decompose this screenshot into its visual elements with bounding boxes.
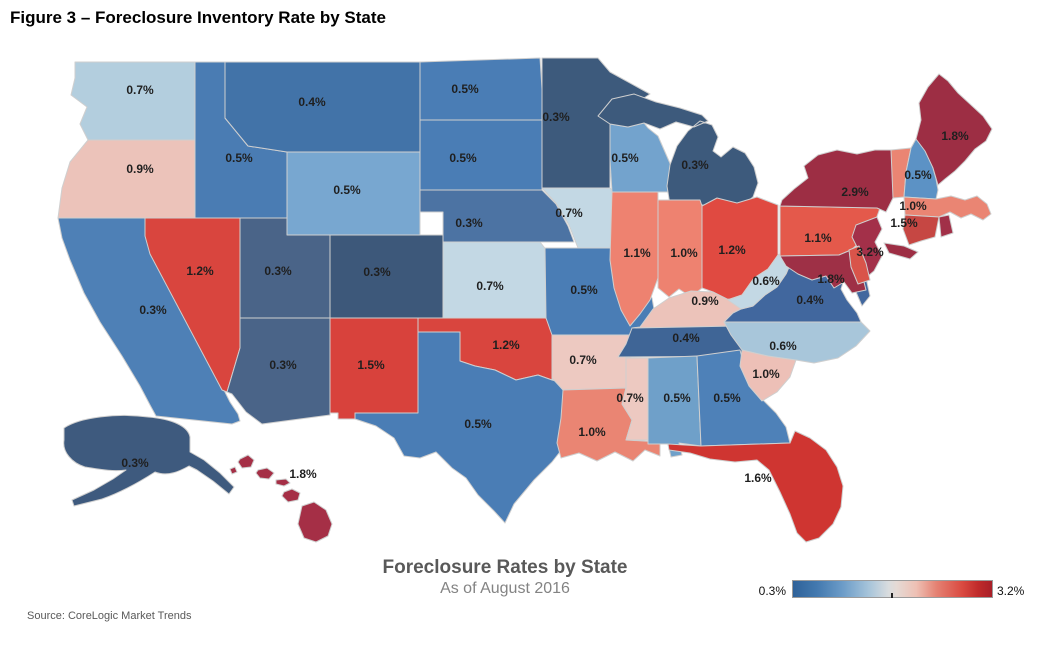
state-value-label-pa: 1.1% bbox=[804, 231, 832, 245]
state-me bbox=[915, 73, 993, 186]
state-value-label-wy: 0.5% bbox=[333, 183, 361, 197]
state-value-label-ca: 0.3% bbox=[139, 303, 167, 317]
state-value-label-nv: 1.2% bbox=[186, 264, 214, 278]
state-value-label-nd: 0.5% bbox=[451, 82, 479, 96]
state-value-label-az: 0.3% bbox=[269, 358, 297, 372]
state-value-label-ky: 0.9% bbox=[691, 294, 719, 308]
state-ne bbox=[419, 189, 575, 243]
state-or bbox=[57, 139, 196, 219]
state-value-label-nj: 3.2% bbox=[856, 245, 884, 259]
state-value-label-ne: 0.3% bbox=[455, 216, 483, 230]
states-layer bbox=[57, 57, 993, 543]
state-value-label-ny: 2.9% bbox=[841, 185, 869, 199]
state-value-label-mt: 0.4% bbox=[298, 95, 326, 109]
state-al bbox=[647, 355, 702, 458]
state-value-label-ar: 0.7% bbox=[569, 353, 597, 367]
state-value-label-nh: 0.5% bbox=[904, 168, 932, 182]
state-value-label-va: 0.4% bbox=[796, 293, 824, 307]
state-value-label-sc: 1.0% bbox=[752, 367, 780, 381]
state-value-label-al: 0.5% bbox=[663, 391, 691, 405]
state-value-label-sd: 0.5% bbox=[449, 151, 477, 165]
state-value-label-mn: 0.3% bbox=[542, 110, 570, 124]
state-value-label-or: 0.9% bbox=[126, 162, 154, 176]
state-nd bbox=[419, 57, 545, 121]
state-value-label-nc: 0.6% bbox=[769, 339, 797, 353]
state-value-label-mi: 0.3% bbox=[681, 158, 709, 172]
state-fl bbox=[667, 430, 844, 543]
map-subtitle: As of August 2016 bbox=[440, 580, 570, 597]
state-sd bbox=[419, 119, 545, 191]
state-value-label-hi: 1.8% bbox=[289, 467, 317, 481]
state-nc bbox=[723, 321, 871, 364]
state-wa bbox=[70, 61, 196, 141]
state-value-label-ut: 0.3% bbox=[264, 264, 292, 278]
state-value-label-ma: 1.0% bbox=[899, 199, 927, 213]
state-tx bbox=[354, 331, 566, 524]
map-title: Foreclosure Rates by State bbox=[382, 557, 628, 578]
state-value-label-ct: 1.5% bbox=[890, 216, 918, 230]
state-value-label-nm: 1.5% bbox=[357, 358, 385, 372]
legend-min-label: 0.3% bbox=[758, 584, 786, 598]
state-value-label-ks: 0.7% bbox=[476, 279, 504, 293]
state-value-label-la: 1.0% bbox=[578, 425, 606, 439]
state-value-label-oh: 1.2% bbox=[718, 243, 746, 257]
state-value-label-wa: 0.7% bbox=[126, 83, 154, 97]
state-ri bbox=[938, 214, 954, 238]
state-de bbox=[848, 245, 871, 285]
state-value-label-il: 1.1% bbox=[623, 246, 651, 260]
source-attribution: Source: CoreLogic Market Trends bbox=[27, 610, 192, 622]
state-value-label-mo: 0.5% bbox=[570, 283, 598, 297]
state-value-label-id: 0.5% bbox=[225, 151, 253, 165]
state-value-label-wv: 0.6% bbox=[752, 274, 780, 288]
state-value-label-me: 1.8% bbox=[941, 129, 969, 143]
state-value-label-ga: 0.5% bbox=[713, 391, 741, 405]
state-value-label-fl: 1.6% bbox=[744, 471, 772, 485]
state-value-label-co: 0.3% bbox=[363, 265, 391, 279]
state-hi bbox=[229, 454, 333, 543]
legend-max-label: 3.2% bbox=[997, 584, 1025, 598]
state-mi bbox=[597, 93, 759, 206]
state-value-labels: 0.7% 0.9% 0.3% 1.2% 0.5% 0.4% 0.5% 0.3% 0.3% 0.3%… bbox=[121, 82, 969, 485]
state-value-label-ms: 0.7% bbox=[616, 391, 644, 405]
state-ak bbox=[63, 415, 235, 507]
state-value-label-wi: 0.5% bbox=[611, 151, 639, 165]
state-value-label-tn: 0.4% bbox=[672, 331, 700, 345]
map-caption: Foreclosure Rates by State As of August … bbox=[300, 557, 710, 598]
state-value-label-md: 1.8% bbox=[817, 272, 845, 286]
state-value-label-ia: 0.7% bbox=[555, 206, 583, 220]
state-value-label-in: 1.0% bbox=[670, 246, 698, 260]
state-value-label-tx: 0.5% bbox=[464, 417, 492, 431]
figure-title: Figure 3 – Foreclosure Inventory Rate by… bbox=[10, 8, 387, 27]
state-ny bbox=[779, 149, 919, 260]
state-value-label-ak: 0.3% bbox=[121, 456, 149, 470]
legend-midpoint-tick bbox=[891, 593, 893, 598]
state-value-label-ok: 1.2% bbox=[492, 338, 520, 352]
